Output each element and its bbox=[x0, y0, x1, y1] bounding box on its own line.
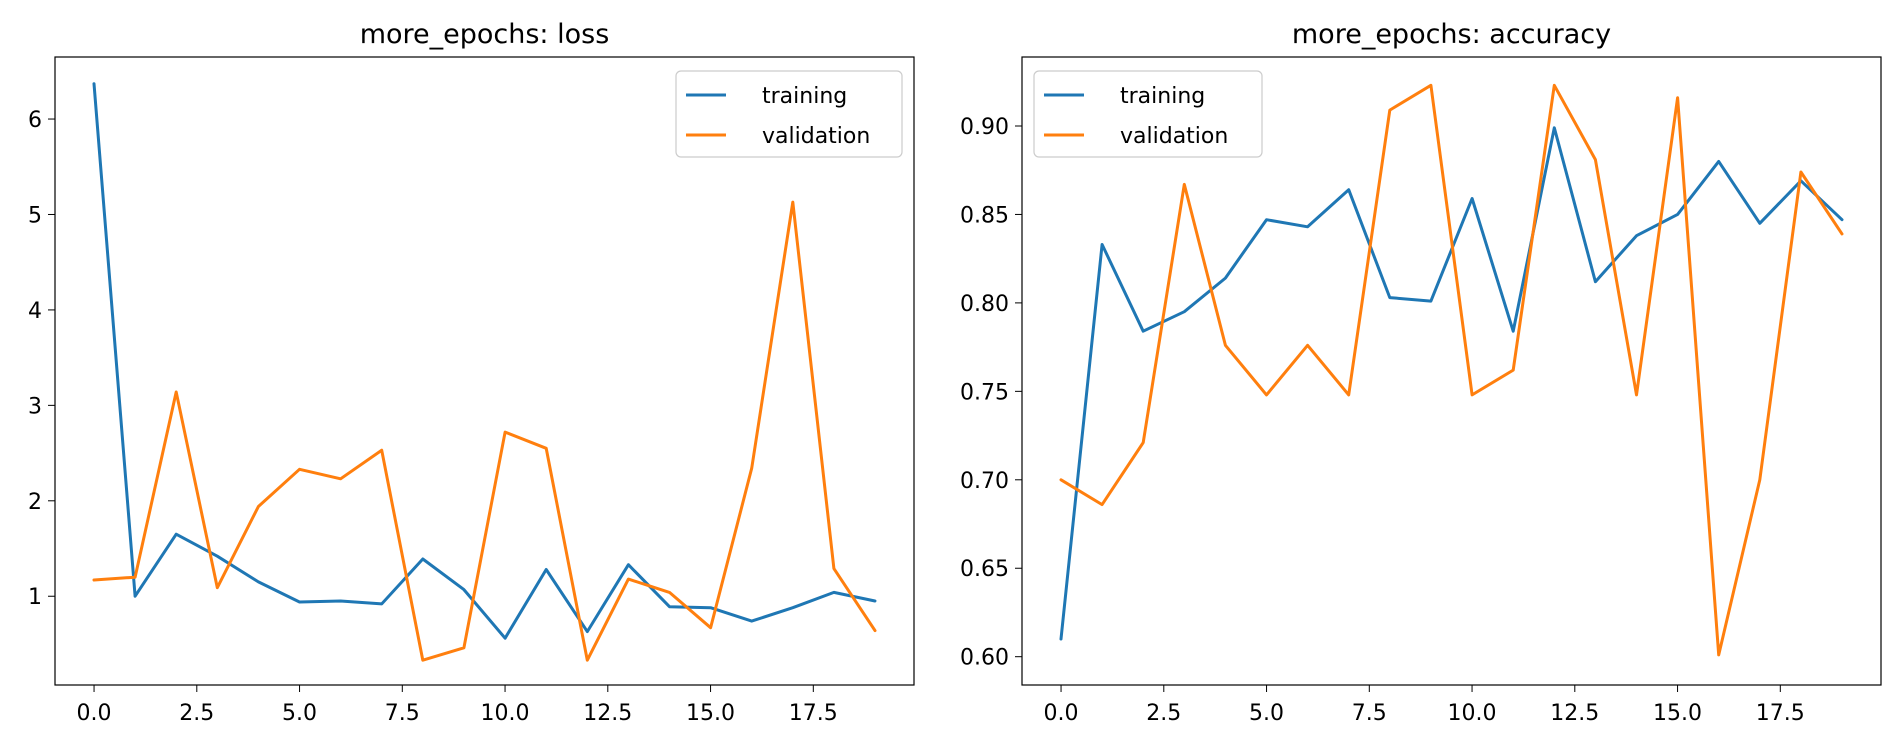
y-tick-label: 1 bbox=[28, 585, 42, 610]
y-tick-label: 5 bbox=[28, 203, 42, 228]
x-tick-label: 7.5 bbox=[1352, 701, 1387, 726]
series-line-training bbox=[92, 82, 877, 640]
chart-panel-1: more_epochs: accuracy 0.0 2.5 5.0 7.5 10.0 12.… bbox=[960, 19, 1882, 726]
x-tick-label: 10.0 bbox=[1448, 701, 1497, 726]
legend: training validation bbox=[1033, 70, 1263, 158]
legend-label-training: training bbox=[762, 84, 847, 109]
y-tick-label: 0.60 bbox=[960, 646, 1009, 671]
y-tick-label: 0.80 bbox=[960, 292, 1009, 317]
y-tick-label: 0.65 bbox=[960, 557, 1009, 582]
series-line-validation bbox=[1059, 83, 1844, 657]
x-tick-label: 10.0 bbox=[481, 701, 530, 726]
x-tick-label: 15.0 bbox=[1653, 701, 1702, 726]
series-line-training bbox=[1059, 126, 1844, 641]
y-tick-label: 0.85 bbox=[960, 203, 1009, 228]
chart-title: more_epochs: accuracy bbox=[1292, 19, 1611, 50]
legend: training validation bbox=[675, 70, 903, 158]
x-tick-label: 2.5 bbox=[1146, 701, 1181, 726]
series-line-validation bbox=[92, 200, 877, 662]
axes-frame bbox=[1021, 56, 1882, 686]
legend-box bbox=[675, 70, 903, 158]
chart-title: more_epochs: loss bbox=[360, 19, 610, 50]
x-tick-label: 0.0 bbox=[77, 701, 112, 726]
x-tick-label: 5.0 bbox=[282, 701, 317, 726]
y-tick-label: 3 bbox=[28, 394, 42, 419]
x-tick-label: 7.5 bbox=[385, 701, 420, 726]
x-tick-label: 17.5 bbox=[789, 701, 838, 726]
y-tick-label: 0.75 bbox=[960, 380, 1009, 405]
x-tick-label: 17.5 bbox=[1756, 701, 1805, 726]
x-tick-label: 5.0 bbox=[1249, 701, 1284, 726]
axes-frame bbox=[54, 56, 915, 686]
y-tick-label: 0.70 bbox=[960, 469, 1009, 494]
x-tick-label: 15.0 bbox=[686, 701, 735, 726]
legend-label-validation: validation bbox=[1120, 124, 1228, 149]
x-tick-label: 12.5 bbox=[1550, 701, 1599, 726]
y-tick-label: 6 bbox=[28, 108, 42, 133]
y-tick-label: 2 bbox=[28, 490, 42, 515]
x-tick-label: 2.5 bbox=[179, 701, 214, 726]
y-tick-label: 4 bbox=[28, 299, 42, 324]
x-tick-label: 0.0 bbox=[1044, 701, 1079, 726]
legend-box bbox=[1033, 70, 1263, 158]
legend-label-training: training bbox=[1120, 84, 1205, 109]
legend-label-validation: validation bbox=[762, 124, 870, 149]
chart-panel-0: more_epochs: loss 0.0 2.5 5.0 7.5 10.0 12.5 15.… bbox=[28, 19, 915, 726]
x-tick-label: 12.5 bbox=[583, 701, 632, 726]
y-tick-label: 0.90 bbox=[960, 115, 1009, 140]
